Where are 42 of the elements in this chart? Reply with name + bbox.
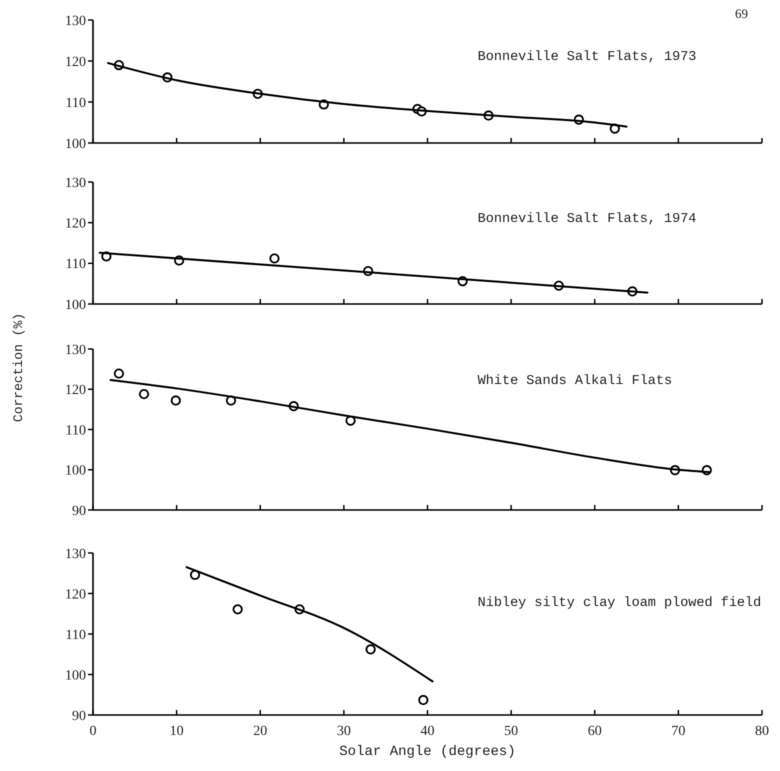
x-tick-label: 50	[504, 724, 518, 739]
y-tick-label: 100	[65, 298, 86, 313]
y-tick-label: 110	[66, 423, 86, 438]
y-axis-title: Correction (%)	[11, 312, 26, 422]
x-axis-title: Solar Angle (degrees)	[339, 744, 516, 760]
text: Nibley silty clay loam plowed field	[478, 596, 762, 611]
point	[366, 644, 376, 654]
y-tick-label: 130	[65, 342, 86, 358]
y-tick-label: 100	[65, 668, 86, 684]
point	[170, 395, 181, 406]
point	[418, 694, 428, 706]
x-tick-label: 10	[170, 724, 184, 739]
y-tick-label: 130	[65, 176, 86, 191]
x-tick-label: 40	[420, 724, 434, 739]
x-tick-label: 80	[755, 724, 769, 739]
y-tick-label: 120	[65, 383, 86, 398]
y-tick-label: 110	[66, 257, 86, 272]
point	[114, 368, 124, 379]
y-tick-label: 90	[72, 708, 86, 724]
y-tick-label: 130	[65, 546, 86, 562]
x-tick-label: 70	[671, 724, 686, 739]
annotation: 69	[735, 6, 748, 21]
x-tick-label: 60	[588, 724, 602, 739]
y-tick-label: 90	[72, 504, 86, 519]
point	[232, 604, 243, 614]
y-tick-label: 100	[65, 136, 86, 152]
text: Bonneville Salt Flats, 1973	[478, 50, 696, 65]
point	[138, 388, 150, 400]
x-tick-label: 20	[253, 724, 268, 739]
y-tick-label: 120	[65, 216, 86, 232]
line-series	[186, 566, 434, 682]
text: Bonneville Salt Flats, 1974	[478, 212, 696, 227]
y-tick-label: 100	[65, 464, 86, 479]
text: White Sands Alkali Flats	[478, 374, 672, 389]
x-tick-label: 30	[336, 724, 351, 739]
y-tick-label: 120	[65, 587, 86, 602]
y-tick-label: 110	[66, 96, 86, 111]
y-tick-label: 120	[65, 54, 86, 70]
y-tick-label: 130	[65, 14, 86, 29]
y-tick-label: 110	[66, 628, 86, 643]
x-tick-label: 0	[90, 724, 96, 739]
point	[269, 253, 280, 264]
